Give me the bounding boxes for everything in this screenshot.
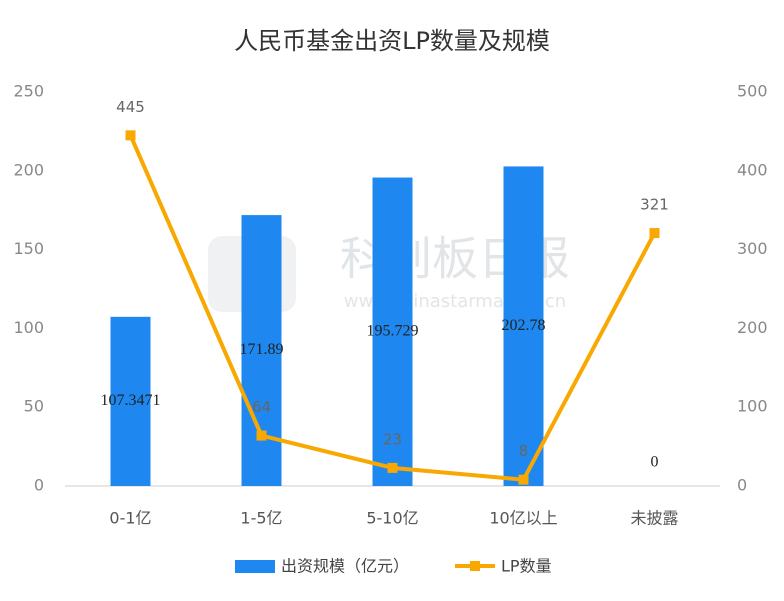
line-value-label: 321: [640, 196, 669, 214]
y2-tick-label: 200: [737, 318, 768, 337]
y-tick-label: 0: [34, 476, 44, 495]
x-tick-label: 未披露: [630, 509, 678, 528]
line-value-label: 8: [519, 442, 529, 460]
bar-value-label: 195.729: [367, 322, 419, 339]
line-value-label: 64: [252, 398, 271, 416]
y2-tick-label: 0: [737, 476, 747, 495]
legend-swatch: [235, 560, 275, 573]
y2-tick-label: 300: [737, 239, 768, 258]
x-tick-label: 5-10亿: [366, 509, 418, 528]
bar-value-label: 0: [651, 454, 659, 471]
line-marker: [125, 130, 136, 141]
bar: [503, 166, 544, 487]
line-value-label: 23: [383, 430, 402, 448]
legend-label: LP数量: [501, 557, 552, 576]
y2-tick-label: 500: [737, 82, 768, 101]
line-marker: [649, 228, 660, 239]
bar-value-label: 202.78: [502, 317, 546, 334]
y2-tick-label: 400: [737, 160, 768, 179]
bar-value-label: 171.89: [240, 341, 284, 358]
y2-tick-label: 100: [737, 397, 768, 416]
line-value-label: 445: [116, 98, 145, 116]
y-tick-label: 150: [13, 239, 44, 258]
bar-value-label: 107.3471: [101, 392, 161, 409]
bar: [110, 316, 151, 486]
line-marker: [518, 474, 529, 485]
bar: [372, 177, 413, 486]
y-tick-label: 50: [24, 397, 44, 416]
chart-title: 人民币基金出资LP数量及规模: [234, 27, 550, 55]
x-tick-label: 0-1亿: [109, 509, 151, 528]
line-marker: [387, 462, 398, 473]
x-tick-label: 1-5亿: [240, 509, 282, 528]
legend-label: 出资规模（亿元）: [281, 557, 409, 576]
x-tick-label: 10亿以上: [489, 509, 557, 528]
y-tick-label: 250: [13, 82, 44, 101]
y-tick-label: 200: [13, 160, 44, 179]
legend-swatch-marker: [470, 561, 480, 571]
line-marker: [256, 430, 267, 441]
y-tick-label: 100: [13, 318, 44, 337]
